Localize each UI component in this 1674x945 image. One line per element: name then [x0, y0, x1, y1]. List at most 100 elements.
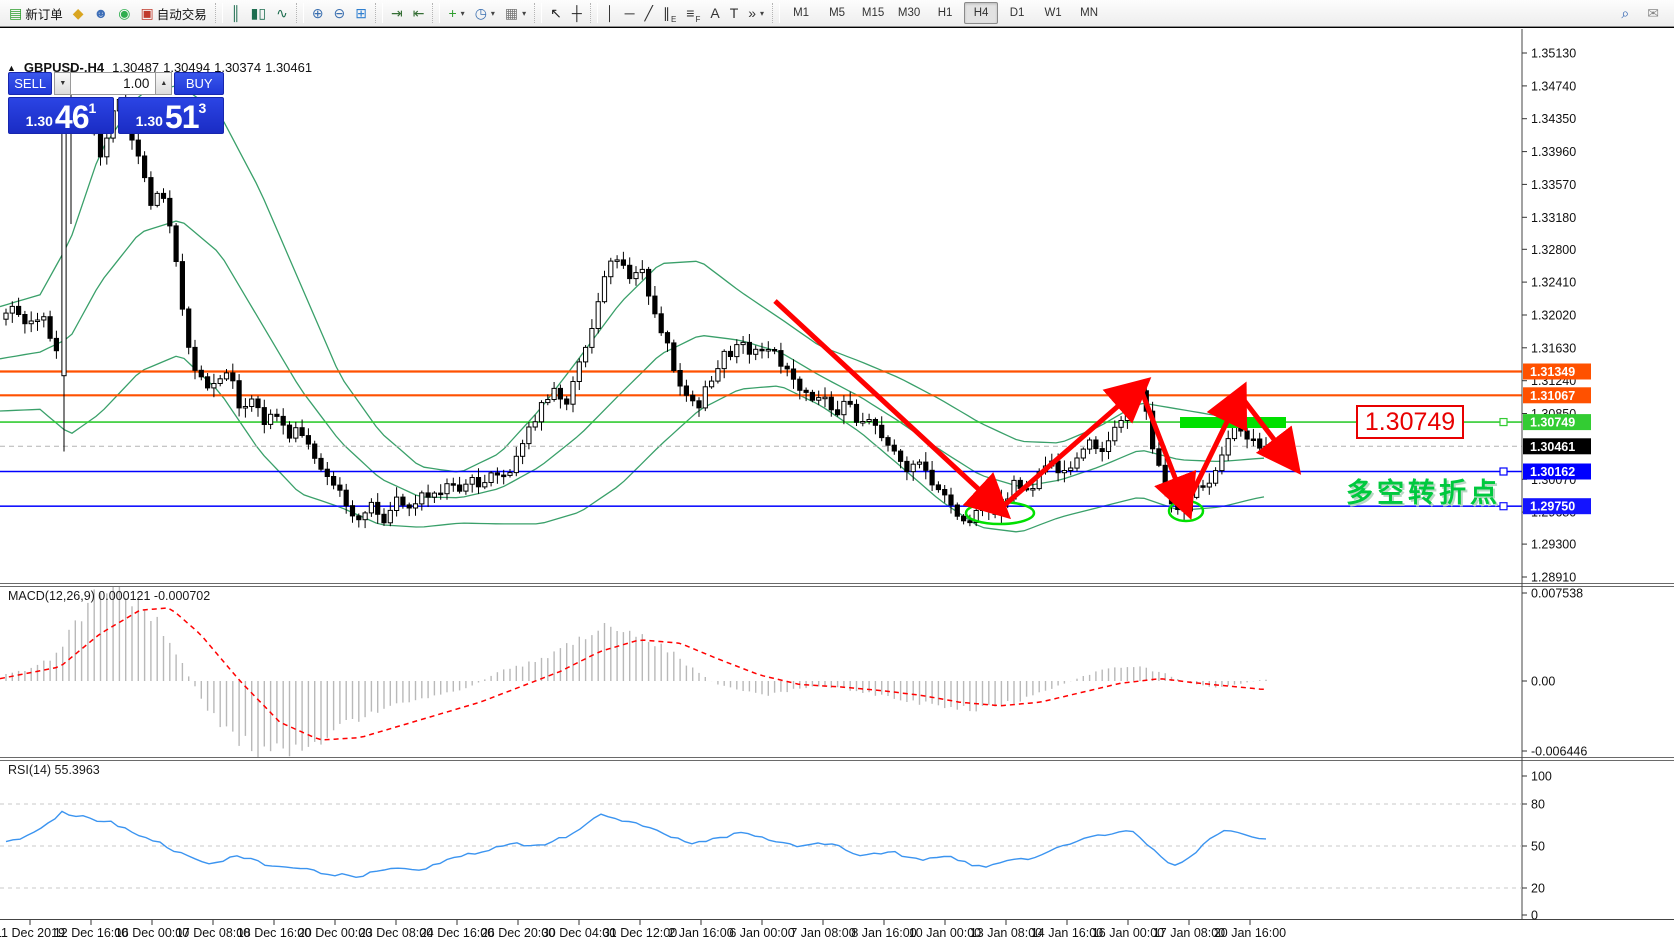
line-chart-button[interactable]: ∿	[271, 1, 293, 25]
cursor-icon: ↖	[550, 5, 562, 21]
y-axis-tick-label: 1.34740	[1531, 79, 1576, 93]
hline-icon: ─	[624, 5, 635, 21]
volume-up-button[interactable]: ▲	[155, 72, 173, 95]
tile-windows-button[interactable]: ⊞	[350, 1, 372, 25]
time-axis-label: 17 Dec 08:00	[176, 926, 250, 940]
level-handles	[1499, 417, 1508, 511]
fibo-button[interactable]: ≡ F	[681, 1, 705, 25]
time-axis-label: 7 Jan 08:00	[790, 926, 855, 940]
turning-point-note[interactable]: 多空转折点	[1346, 478, 1501, 508]
timeframe-h4-button[interactable]: H4	[964, 2, 999, 24]
buy-price-box[interactable]: 1.30 51 3	[118, 97, 224, 134]
templates-button[interactable]: ▦ ▾	[500, 1, 531, 25]
text-label-button[interactable]: T	[725, 1, 744, 25]
ohlc-close: 1.30461	[265, 60, 313, 75]
channel-button[interactable]: ∥ E	[658, 1, 681, 25]
chart-annotations	[773, 299, 1302, 526]
shapes-button[interactable]: » ▾	[743, 1, 769, 25]
trend-arrow-5	[1238, 393, 1302, 475]
rsi-axis: 100 80 50 20 0	[1522, 770, 1552, 923]
timeframe-m1-button[interactable]: M1	[793, 7, 810, 19]
chat-button[interactable]: ✉	[1642, 1, 1664, 25]
hline-button[interactable]: ─	[620, 1, 640, 25]
zoom-out-button[interactable]: ⊖	[329, 1, 351, 25]
time-axis-label: 31 Dec 12:00	[603, 926, 677, 940]
templates-icon: ▦	[504, 5, 519, 21]
time-axis-label: 11 Dec 2019	[0, 926, 65, 940]
rsi-axis-label: 80	[1531, 798, 1545, 812]
trend-arrow-4	[1183, 381, 1248, 508]
timeframe-m30-button[interactable]: M30	[897, 7, 921, 19]
support-highlight-bar	[1180, 417, 1286, 428]
chart-shift-icon: ⇤	[412, 5, 425, 21]
time-axis-label: 13 Jan 08:00	[970, 926, 1042, 940]
autotrading-icon: ▣	[140, 5, 154, 21]
signal-button[interactable]: ◉	[113, 1, 135, 25]
timeframe-mn-button[interactable]: MN	[1080, 7, 1098, 19]
sell-price-box[interactable]: 1.30 46 1	[8, 97, 114, 134]
timeframe-w1-button[interactable]: W1	[1044, 7, 1062, 19]
buy-button[interactable]: BUY	[174, 72, 224, 95]
auto-scroll-button[interactable]: ⇥	[386, 1, 408, 25]
channel-icon: ∥	[662, 5, 670, 21]
ohlc-high: 1.30494	[163, 60, 211, 75]
indicators-button[interactable]: + ▾	[443, 1, 469, 25]
new-order-button[interactable]: ▤ 新订单	[4, 1, 68, 25]
bar-chart-button[interactable]: ║	[226, 1, 246, 25]
timeframe-m15-button[interactable]: M15	[861, 7, 885, 19]
zoom-in-button[interactable]: ⊕	[307, 1, 329, 25]
price-callout-box[interactable]: 1.30749	[1356, 405, 1464, 439]
time-axis-label: 12 Dec 16:00	[54, 926, 128, 940]
metaeditor-icon: ◆	[72, 5, 84, 21]
time-axis-label: 6 Jan 00:00	[729, 926, 794, 940]
profile-button[interactable]: ☻	[89, 1, 114, 25]
search-button[interactable]: ⌕	[1616, 1, 1634, 25]
time-axis-label: 14 Jan 16:00	[1031, 926, 1103, 940]
periods-dropdown-caret[interactable]: ▾	[490, 8, 495, 18]
chart-canvas[interactable]: 1.35130 1.34740 1.34350 1.33960 1.33570 1.331…	[0, 28, 1674, 945]
text-tool-button[interactable]: A	[705, 1, 724, 25]
chart-shift-button[interactable]: ⇤	[408, 1, 430, 25]
autotrading-label: 自动交易	[156, 7, 207, 22]
macd-axis-label: 0.00	[1531, 675, 1555, 689]
time-axis-label: 18 Dec 16:00	[237, 926, 311, 940]
trendline-button[interactable]: ╱	[640, 1, 658, 25]
y-axis-tick-label: 1.33180	[1531, 211, 1576, 225]
price-badges: 1.31349 1.31067 1.30749 1.30162 1.29750 1.304…	[1523, 363, 1591, 515]
timeframe-h1-button[interactable]: H1	[937, 7, 953, 19]
y-axis-tick-label: 1.29300	[1531, 538, 1576, 552]
price-badge: 1.30749	[1530, 416, 1575, 430]
search-icon: ⌕	[1621, 5, 1630, 21]
shapes-dropdown-caret[interactable]: ▾	[760, 8, 765, 18]
text-tool-icon: A	[710, 5, 720, 21]
crosshair-button[interactable]: ┼	[567, 1, 587, 25]
candle-chart-button[interactable]: ▮▯	[246, 1, 271, 25]
macd-pane	[0, 587, 1268, 757]
cursor-button[interactable]: ↖	[545, 1, 567, 25]
time-axis-label: 16 Jan 00:00	[1092, 926, 1164, 940]
autotrading-button[interactable]: ▣ 自动交易	[135, 1, 211, 25]
time-axis-label: 10 Jan 00:00	[909, 926, 981, 940]
metaeditor-button[interactable]: ◆	[68, 1, 89, 25]
time-axis-label: 16 Dec 00:00	[115, 926, 189, 940]
y-axis-tick-label: 1.32410	[1531, 276, 1576, 290]
templates-dropdown-caret[interactable]: ▾	[522, 8, 527, 18]
sell-button[interactable]: SELL	[8, 72, 53, 95]
periods-button[interactable]: ◷ ▾	[470, 1, 500, 25]
rsi-axis-label: 50	[1531, 840, 1545, 854]
collapse-triangle-icon[interactable]: ▲	[7, 62, 16, 73]
price-badge: 1.31067	[1530, 389, 1575, 403]
timeframe-d1-button[interactable]: D1	[1009, 7, 1025, 19]
y-axis-tick-label: 1.33960	[1531, 145, 1576, 159]
sell-price-point: 1	[88, 100, 97, 116]
indicators-dropdown-caret[interactable]: ▾	[460, 8, 465, 18]
volume-input[interactable]	[71, 72, 156, 95]
timeframe-m5-button[interactable]: M5	[829, 7, 846, 19]
y-axis-tick-label: 1.34350	[1531, 112, 1576, 126]
volume-down-button[interactable]: ▼	[54, 72, 72, 95]
vline-button[interactable]: │	[601, 1, 620, 25]
fibo-icon: ≡	[686, 5, 695, 21]
price-badge: 1.30162	[1530, 465, 1575, 479]
